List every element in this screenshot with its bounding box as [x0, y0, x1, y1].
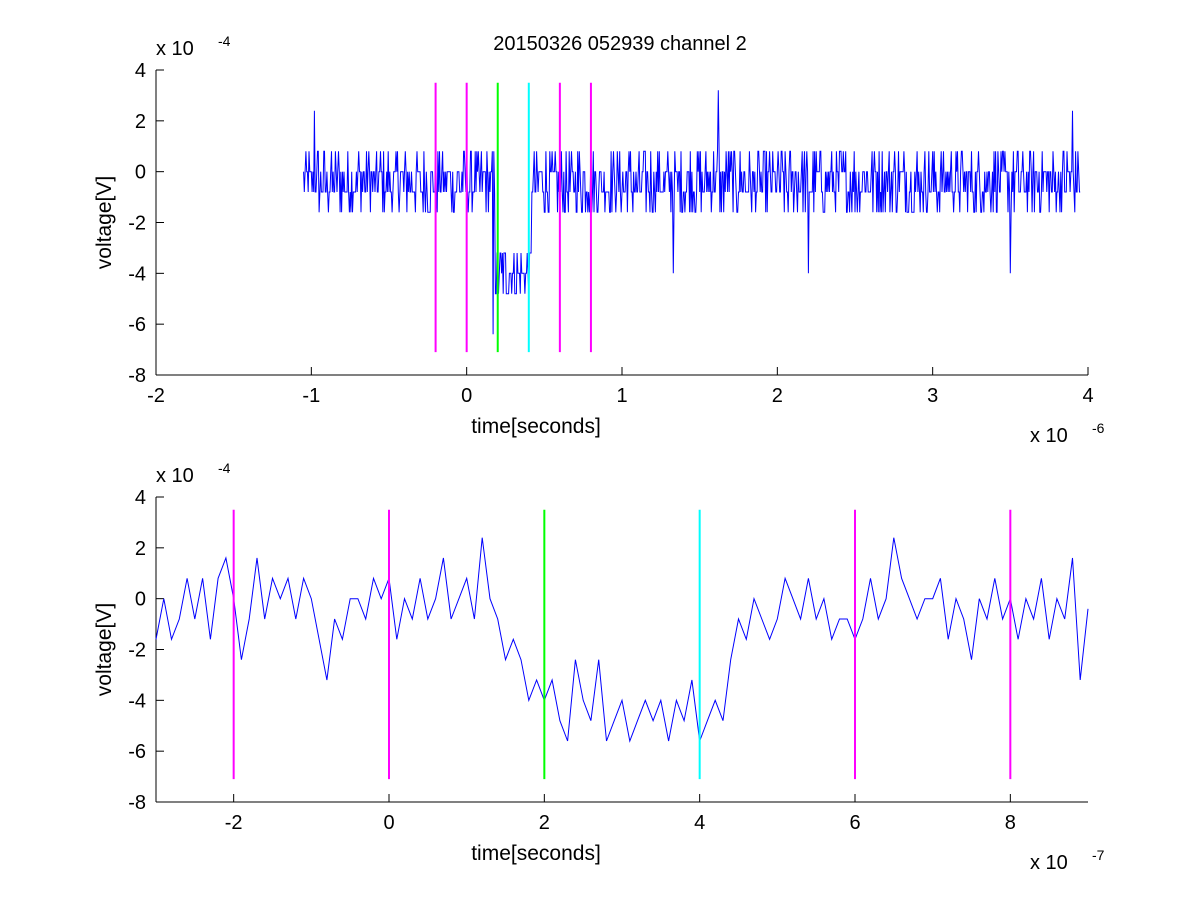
- y-axis-label: voltage[V]: [93, 603, 116, 696]
- y-tick-label: 0: [135, 589, 146, 611]
- y-tick-label: 4: [135, 487, 146, 509]
- x-tick-label: 0: [461, 385, 472, 407]
- series-line: [155, 537, 1089, 743]
- y-multiplier: x 10: [156, 38, 194, 60]
- y-tick-label: 4: [135, 60, 146, 82]
- x-exponent: -7: [1092, 847, 1105, 863]
- y-exponent: -4: [218, 33, 231, 49]
- series-line: [303, 90, 1081, 335]
- x-tick-label: -1: [302, 385, 320, 407]
- y-tick-label: -2: [128, 213, 146, 235]
- x-tick-label: -2: [225, 812, 243, 834]
- y-tick-label: 2: [135, 111, 146, 133]
- x-tick-label: 2: [772, 385, 783, 407]
- x-tick-label: 3: [927, 385, 938, 407]
- y-tick-label: -2: [128, 640, 146, 662]
- x-multiplier: x 10: [1030, 425, 1068, 447]
- y-tick-label: -6: [128, 314, 146, 336]
- x-tick-label: 0: [383, 812, 394, 834]
- y-tick-label: -4: [128, 690, 146, 712]
- y-tick-label: -6: [128, 741, 146, 763]
- x-tick-label: 4: [1082, 385, 1093, 407]
- y-tick-label: -4: [128, 263, 146, 285]
- y-tick-label: -8: [128, 792, 146, 814]
- x-tick-label: 2: [539, 812, 550, 834]
- x-tick-label: 1: [616, 385, 627, 407]
- x-tick-label: 8: [1005, 812, 1016, 834]
- x-exponent: -6: [1092, 420, 1105, 436]
- y-tick-label: 2: [135, 538, 146, 560]
- y-axis-label: voltage[V]: [93, 176, 116, 269]
- bottom-plot-axes: -2 0 2 4 6 8 -8 -6 -4 -2 0 2 4 time[seconds] voltage[V…: [93, 460, 1105, 874]
- x-axis-label: time[seconds]: [471, 842, 601, 865]
- y-multiplier: x 10: [156, 465, 194, 487]
- x-tick-label: 6: [849, 812, 860, 834]
- figure-title: 20150326 052939 channel 2: [493, 33, 747, 55]
- x-tick-label: 4: [694, 812, 705, 834]
- x-tick-label: -2: [147, 385, 165, 407]
- top-plot-axes: -2 -1 0 1 2 3 4 -8 -6 -4 -2 0 2 4 time[seconds] voltage…: [93, 33, 1105, 447]
- y-exponent: -4: [218, 460, 231, 476]
- x-axis-label: time[seconds]: [471, 415, 601, 438]
- y-tick-label: 0: [135, 162, 146, 184]
- x-multiplier: x 10: [1030, 852, 1068, 874]
- y-tick-label: -8: [128, 365, 146, 387]
